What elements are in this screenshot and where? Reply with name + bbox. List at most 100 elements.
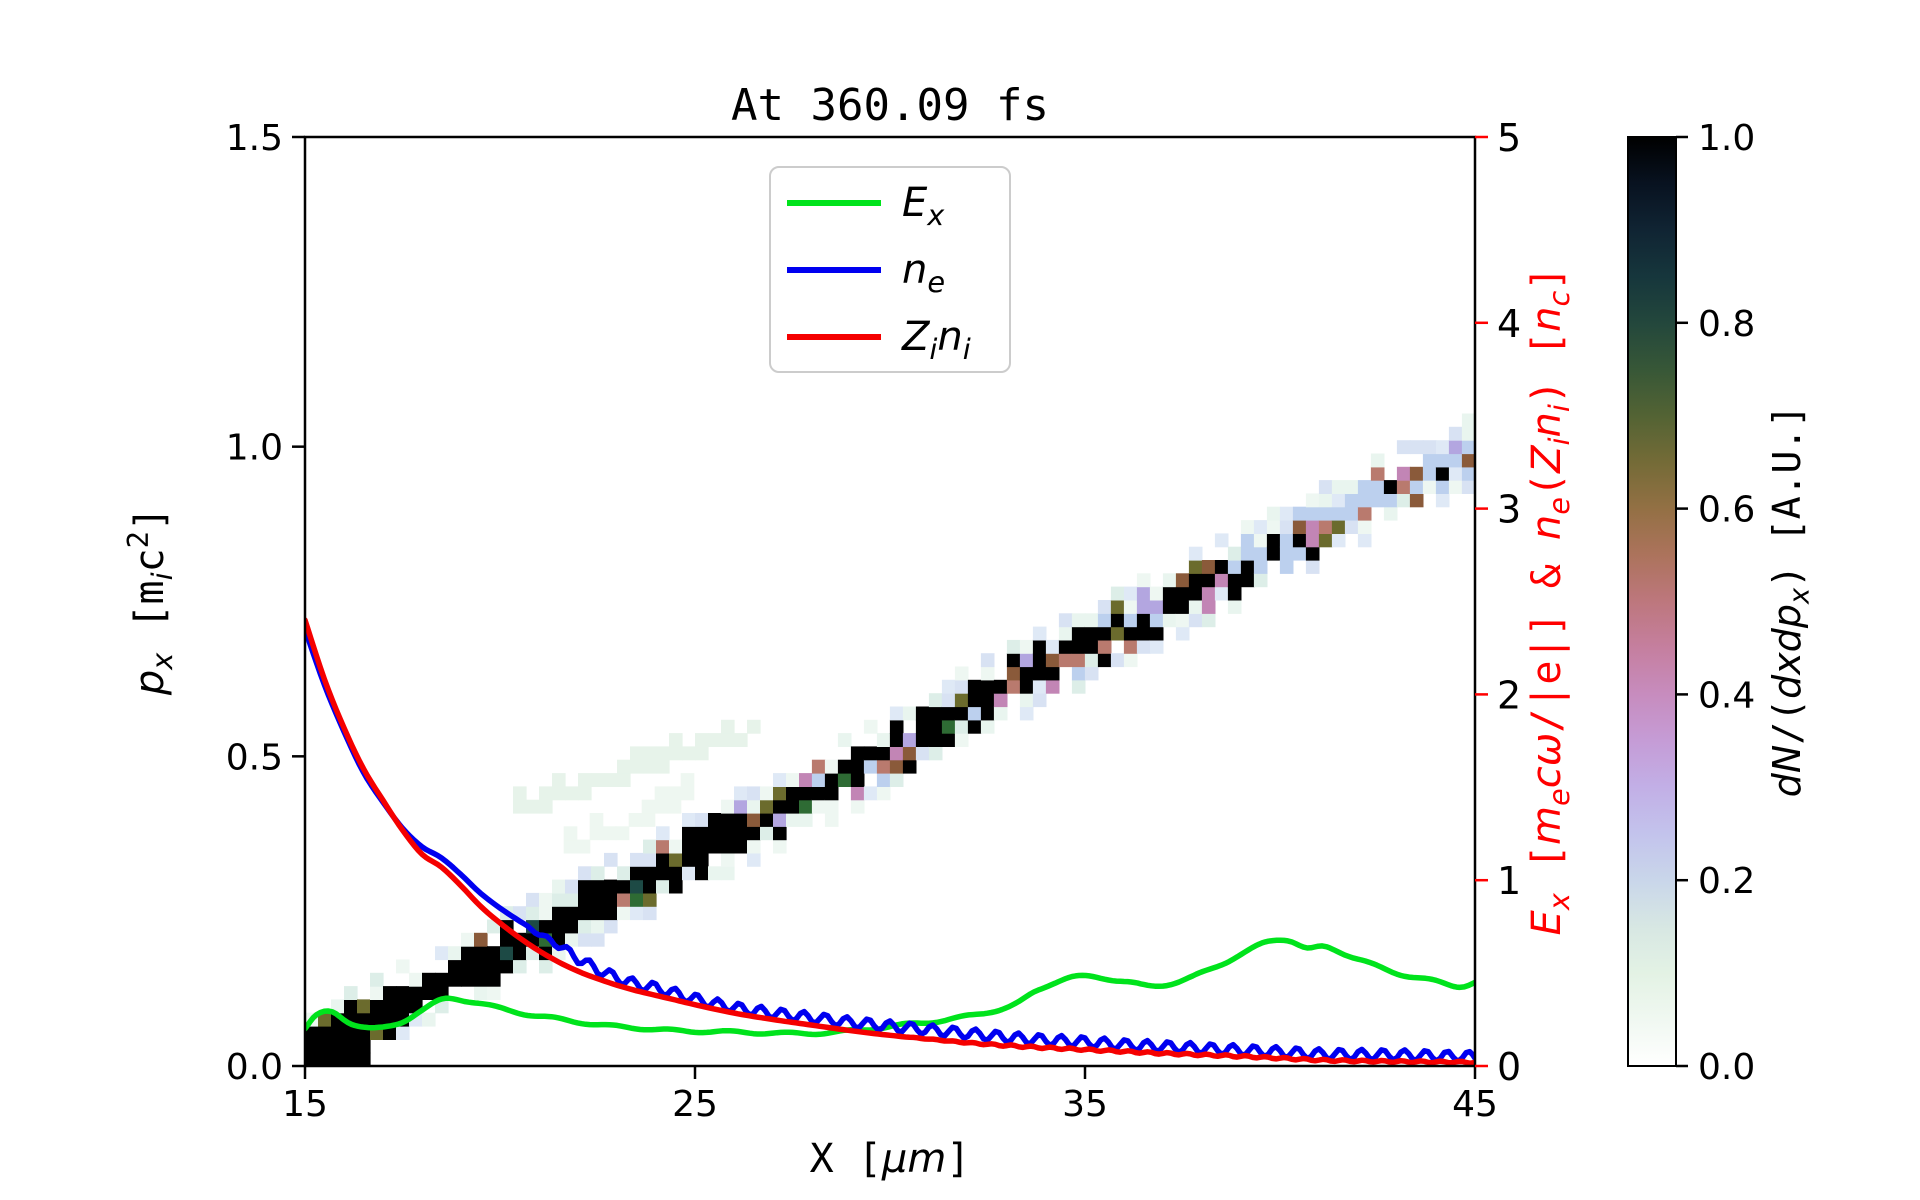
y-left-tick-label: 1.5 xyxy=(226,118,283,159)
heatmap-cell xyxy=(1409,493,1424,508)
heatmap-cell xyxy=(837,759,852,774)
heatmap-cell xyxy=(928,719,943,734)
y-axis-label-right: Ex [mecω/|e|] & ne(Zini) [nc] xyxy=(1524,267,1576,936)
heatmap-cell xyxy=(1461,480,1475,494)
heatmap-cell xyxy=(370,999,384,1014)
heatmap-cell xyxy=(863,786,878,801)
heatmap-cell xyxy=(1032,693,1047,708)
heatmap-cell xyxy=(1305,520,1320,534)
heatmap-cell xyxy=(1006,666,1021,681)
heatmap-cell xyxy=(591,773,605,787)
heatmap-cell xyxy=(656,759,670,774)
heatmap-cell xyxy=(1435,480,1450,494)
colorbar-gradient xyxy=(1627,136,1677,1067)
heatmap-cell xyxy=(1058,653,1073,668)
heatmap-cell xyxy=(461,972,475,987)
heatmap-cell xyxy=(734,733,748,747)
heatmap-cell xyxy=(461,932,475,947)
heatmap-cell xyxy=(1344,520,1359,534)
heatmap-cell xyxy=(318,1026,332,1040)
heatmap-cell xyxy=(669,879,683,894)
heatmap-cell xyxy=(1318,493,1333,508)
heatmap-cell xyxy=(1383,506,1398,521)
heatmap-cell xyxy=(654,799,669,814)
heatmap-cell xyxy=(1331,533,1346,548)
heatmap-cell xyxy=(734,839,748,854)
heatmap-cell xyxy=(578,786,592,801)
heatmap-cell xyxy=(667,799,682,814)
heatmap-cell xyxy=(993,706,1008,721)
heatmap-cell xyxy=(799,773,813,787)
heatmap-cell xyxy=(915,719,930,734)
heatmap-cell xyxy=(980,679,995,694)
heatmap-cell xyxy=(669,866,683,881)
heatmap-cell xyxy=(1279,506,1294,521)
heatmap-cell xyxy=(734,799,748,814)
heatmap-cell xyxy=(669,839,683,854)
heatmap-cell xyxy=(1123,653,1138,668)
heatmap-cell xyxy=(643,879,657,894)
heatmap-cell xyxy=(811,799,826,814)
heatmap-cell xyxy=(1331,493,1346,508)
heatmap-cell xyxy=(565,932,579,947)
heatmap-cell xyxy=(747,826,761,841)
heatmap-cell xyxy=(396,959,410,974)
colorbar: 0.0 0.2 0.4 0.6 0.8 1.0 xyxy=(1627,118,1755,1088)
heatmap-cell xyxy=(708,813,722,827)
heatmap-cell xyxy=(576,839,591,854)
heatmap-cell xyxy=(1058,639,1073,654)
heatmap-cell xyxy=(1084,613,1099,628)
heatmap-cell xyxy=(604,852,618,867)
legend: Ex ne Zini xyxy=(769,166,1011,373)
heatmap-cell xyxy=(1019,653,1034,668)
y-right-tick-label: 2 xyxy=(1497,673,1521,717)
heatmap-cell xyxy=(591,866,605,881)
heatmap-cell xyxy=(641,799,656,814)
heatmap-cell xyxy=(1344,493,1359,508)
heatmap-cell xyxy=(589,813,604,827)
heatmap-cell xyxy=(1266,506,1281,521)
heatmap-cell xyxy=(513,786,527,801)
heatmap-cell xyxy=(604,892,618,907)
heatmap-cell xyxy=(617,879,631,894)
heatmap-cell xyxy=(1253,560,1268,574)
heatmap-cell xyxy=(487,946,501,961)
heatmap-cell xyxy=(1162,586,1177,601)
heatmap-cell xyxy=(1019,693,1034,708)
heatmap-cell xyxy=(1110,626,1125,641)
heatmap-cell xyxy=(357,1012,371,1027)
heatmap-cell xyxy=(747,839,761,854)
heatmap-cell xyxy=(1422,480,1437,494)
heatmap-cell xyxy=(1461,466,1475,481)
heatmap-cell xyxy=(602,826,617,841)
y-right-tick-label: 3 xyxy=(1497,488,1521,532)
heatmap-cell xyxy=(1305,560,1320,574)
x-tick-label: 45 xyxy=(1452,1084,1498,1125)
heatmap-cell xyxy=(513,799,527,814)
heatmap-cell xyxy=(786,786,800,801)
heatmap-cell xyxy=(370,986,384,1000)
heatmap-cell xyxy=(1227,560,1242,574)
heatmap-cell xyxy=(721,839,735,854)
heatmap-cell xyxy=(641,813,656,827)
heatmap-cell xyxy=(721,852,735,867)
heatmap-cell xyxy=(461,959,475,974)
heatmap-cell xyxy=(1240,533,1255,548)
heatmap-cell xyxy=(799,786,813,801)
heatmap-cell xyxy=(1435,440,1450,455)
heatmap-cell xyxy=(656,866,670,881)
heatmap-cell xyxy=(1357,493,1372,508)
heatmap-cell xyxy=(461,946,475,961)
x-axis-label: X [μm] xyxy=(810,1136,971,1182)
heatmap-cell xyxy=(824,813,839,827)
heatmap-cell xyxy=(1422,453,1437,468)
heatmap-cell xyxy=(747,719,761,734)
heatmap-cell xyxy=(1383,493,1398,508)
heatmap-cell xyxy=(1201,573,1216,588)
heatmap-cell xyxy=(902,733,917,747)
heatmap-cell xyxy=(539,906,553,921)
heatmap-cell xyxy=(876,773,891,787)
heatmap-cell xyxy=(1240,560,1255,574)
heatmap-cell xyxy=(1084,666,1099,681)
